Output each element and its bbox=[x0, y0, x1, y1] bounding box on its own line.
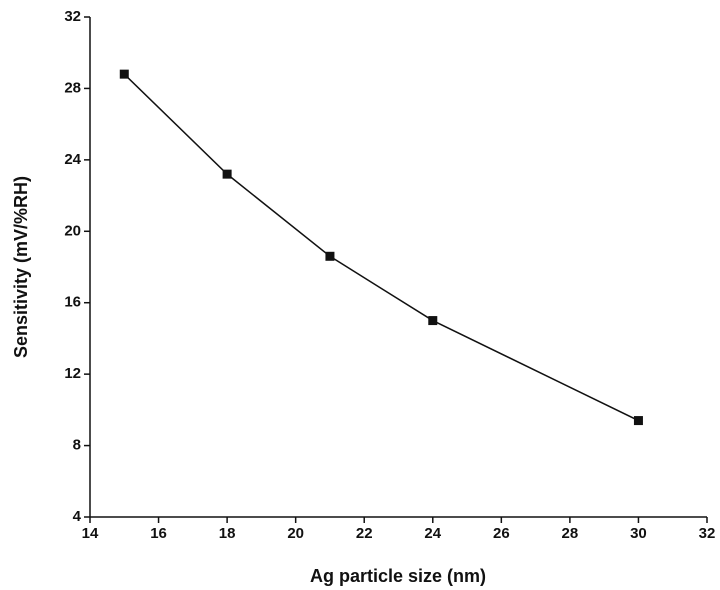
y-tick-label: 16 bbox=[64, 294, 81, 311]
data-point bbox=[119, 69, 129, 79]
y-tick-label: 8 bbox=[73, 437, 81, 454]
data-line bbox=[123, 73, 639, 422]
y-tick-label: 28 bbox=[64, 79, 81, 96]
x-tick-label: 16 bbox=[150, 525, 167, 542]
x-tick-label: 20 bbox=[287, 525, 304, 542]
data-point bbox=[428, 316, 438, 326]
y-tick-label: 4 bbox=[73, 508, 82, 525]
y-axis-title: Sensitivity (mV/%RH) bbox=[11, 176, 31, 358]
x-tick-label: 18 bbox=[219, 525, 236, 542]
x-tick-label: 22 bbox=[356, 525, 373, 542]
x-axis-title: Ag particle size (nm) bbox=[310, 566, 486, 586]
y-tick-label: 12 bbox=[64, 365, 81, 382]
data-point bbox=[222, 169, 232, 179]
data-point bbox=[633, 416, 643, 426]
x-tick-label: 28 bbox=[562, 525, 579, 542]
y-tick-label: 20 bbox=[64, 222, 81, 239]
data-point bbox=[325, 251, 335, 261]
x-tick-label: 30 bbox=[630, 525, 647, 542]
x-tick-label: 32 bbox=[699, 525, 716, 542]
x-tick-label: 14 bbox=[82, 525, 99, 542]
x-tick-label: 24 bbox=[424, 525, 441, 542]
x-tick-label: 26 bbox=[493, 525, 510, 542]
y-tick-label: 24 bbox=[64, 151, 81, 168]
y-tick-label: 32 bbox=[64, 8, 81, 25]
